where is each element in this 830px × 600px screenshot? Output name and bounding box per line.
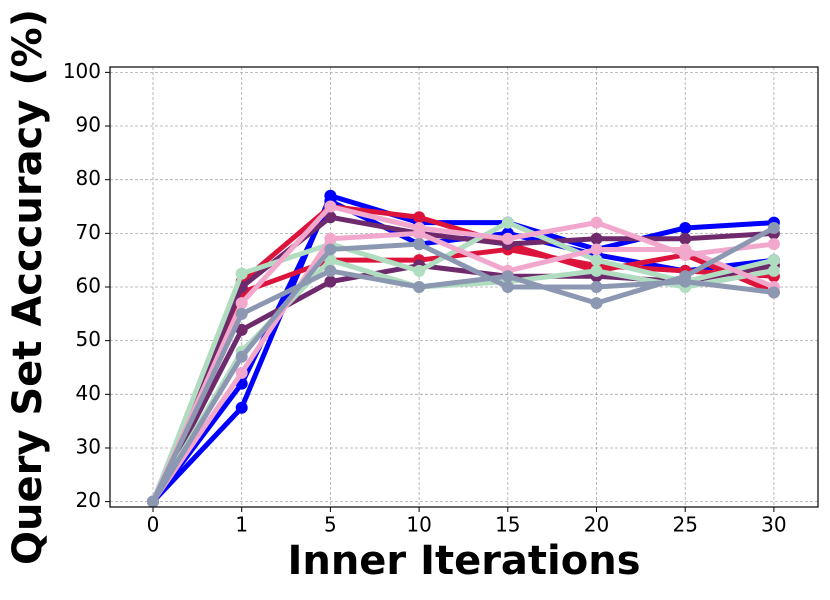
y-axis-label: Query Set Acccuracy (%): [5, 9, 51, 565]
point: [679, 221, 692, 234]
point: [679, 275, 692, 288]
point: [590, 232, 603, 245]
y-tick-label: 100: [63, 59, 101, 83]
y-tick-label: 60: [76, 274, 101, 298]
point: [767, 238, 780, 251]
x-tick-label: 30: [761, 513, 786, 537]
point: [324, 232, 337, 245]
x-tick-label: 5: [324, 513, 337, 537]
y-tick-label: 70: [76, 220, 101, 244]
point: [413, 211, 426, 224]
series-line: [150, 230, 775, 504]
point: [413, 264, 426, 277]
point: [590, 243, 603, 256]
series-line: [150, 220, 775, 503]
point: [501, 281, 514, 293]
x-tick-label: 25: [672, 513, 697, 537]
point: [324, 254, 337, 267]
point: [147, 495, 159, 508]
point: [590, 254, 603, 267]
point: [413, 238, 426, 251]
y-tick-label: 50: [76, 327, 101, 351]
point: [235, 297, 248, 310]
point: [590, 264, 603, 277]
point: [235, 323, 248, 336]
point: [324, 211, 337, 224]
point: [235, 366, 248, 379]
point: [501, 232, 514, 245]
y-tick-label: 80: [76, 166, 101, 190]
x-tick-label: 0: [147, 513, 160, 537]
point: [590, 297, 603, 310]
point: [235, 267, 248, 280]
point: [679, 232, 692, 245]
point: [413, 281, 426, 293]
y-tick-label: 30: [76, 434, 101, 458]
point: [324, 264, 337, 277]
point: [324, 243, 337, 256]
point: [767, 264, 780, 277]
x-tick-label: 20: [584, 513, 609, 537]
plot-frame: [109, 66, 819, 508]
series-line: [151, 193, 775, 504]
point: [501, 216, 514, 229]
point: [590, 281, 603, 293]
y-tick-label: 20: [76, 488, 101, 512]
point: [324, 275, 337, 288]
x-tick-label: 10: [406, 513, 431, 537]
y-tick-label: 90: [76, 113, 101, 137]
point: [235, 350, 248, 363]
x-tick-label: 1: [235, 513, 248, 537]
y-tick-label: 40: [76, 381, 101, 405]
point: [501, 270, 514, 283]
point: [767, 254, 780, 267]
point: [413, 227, 426, 240]
point: [590, 216, 603, 229]
point: [767, 221, 780, 234]
point: [235, 307, 248, 320]
x-axis-label: Inner Iterations: [287, 538, 640, 584]
series-line: [150, 241, 775, 503]
series-line: [150, 214, 775, 503]
x-tick-label: 15: [495, 513, 520, 537]
point: [679, 243, 692, 256]
point: [324, 200, 337, 213]
point: [235, 401, 248, 414]
point: [767, 286, 780, 299]
